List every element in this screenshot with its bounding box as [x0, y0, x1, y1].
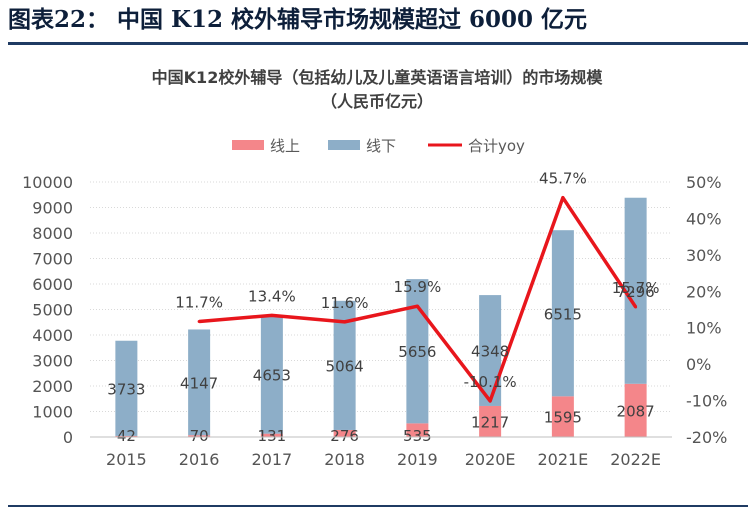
- y-left-tick-label: 7000: [32, 250, 73, 269]
- bar-online: [624, 383, 647, 437]
- bar-online: [551, 396, 574, 437]
- data-label-yoy: 45.7%: [539, 170, 587, 188]
- yoy-point: [343, 320, 347, 324]
- bar-offline: [551, 230, 574, 397]
- data-label-online: 2087: [617, 402, 655, 420]
- data-label-yoy: 11.6%: [321, 294, 369, 312]
- legend-label-yoy: 合计yoy: [468, 137, 525, 155]
- x-tick-label: 2015: [106, 450, 147, 469]
- figure-title: 图表22： 中国 K12 校外辅导市场规模超过 6000 亿元: [8, 6, 588, 33]
- legend-swatch-online: [232, 140, 264, 150]
- yoy-point: [634, 305, 638, 309]
- bar-offline: [479, 295, 502, 406]
- x-tick-label: 2017: [252, 450, 293, 469]
- y-left-tick-label: 4000: [32, 326, 73, 345]
- x-tick-label: 2018: [324, 450, 365, 469]
- y-left-tick-label: 10000: [22, 173, 73, 192]
- data-label-yoy: 15.7%: [612, 279, 660, 297]
- legend: 线上 线下 合计yoy: [232, 137, 525, 155]
- data-label-yoy: -10.1%: [464, 373, 517, 391]
- y-right-tick-label: 30%: [686, 246, 722, 265]
- yoy-point: [561, 196, 565, 200]
- data-label-online: 1217: [471, 413, 509, 431]
- data-label-online: 131: [258, 427, 287, 445]
- bar-online: [188, 435, 211, 437]
- x-tick-label: 2022E: [610, 450, 661, 469]
- data-label-yoy: 15.9%: [394, 278, 442, 296]
- yoy-point: [197, 320, 201, 324]
- data-label-offline: 5064: [326, 357, 364, 375]
- bar-online: [260, 433, 283, 437]
- y-left-tick-label: 1000: [32, 403, 73, 422]
- bar-online: [406, 423, 429, 437]
- data-label-online: 535: [403, 427, 432, 445]
- x-tick-label: 2016: [179, 450, 220, 469]
- data-label-yoy: 13.4%: [248, 287, 296, 305]
- bar-offline: [333, 300, 356, 430]
- y-right-tick-label: 50%: [686, 173, 722, 192]
- y-right-tick-label: 20%: [686, 282, 722, 301]
- data-label-offline: 5656: [398, 343, 436, 361]
- x-tick-label: 2021E: [537, 450, 588, 469]
- y-right-tick-label: 0%: [686, 355, 711, 374]
- bar-offline: [115, 340, 138, 436]
- y-left-tick-label: 6000: [32, 275, 73, 294]
- data-label-offline: 4147: [180, 374, 218, 392]
- bar-offline: [188, 329, 211, 436]
- y-left-tick-label: 5000: [32, 301, 73, 320]
- legend-label-online: 线上: [270, 137, 300, 155]
- chart-subtitle: （人民币亿元）: [320, 92, 433, 111]
- data-label-offline: 4653: [253, 366, 291, 384]
- legend-label-offline: 线下: [366, 137, 396, 155]
- y-left-tick-label: 3000: [32, 352, 73, 371]
- footer-rule: [8, 505, 748, 507]
- chart-title: 中国K12校外辅导（包括幼儿及儿童英语语言培训）的市场规模: [151, 68, 603, 87]
- y-left-tick-label: 0: [63, 428, 73, 447]
- y-right-tick-label: 40%: [686, 209, 722, 228]
- header-rule: [8, 42, 748, 45]
- bar-online: [115, 435, 138, 437]
- yoy-point: [270, 313, 274, 317]
- data-label-online: 42: [117, 427, 136, 445]
- data-label-online: 70: [190, 427, 209, 445]
- y-left-tick-label: 2000: [32, 377, 73, 396]
- data-label-online: 1595: [544, 409, 582, 427]
- yoy-point: [415, 304, 419, 308]
- bar-offline: [624, 197, 647, 384]
- yoy-point: [488, 399, 492, 403]
- x-tick-label: 2019: [397, 450, 438, 469]
- bar-offline: [260, 315, 283, 434]
- data-label-offline: 6515: [544, 305, 582, 323]
- y-right-tick-label: -10%: [686, 392, 727, 411]
- y-left-tick-label: 9000: [32, 199, 73, 218]
- bar-online: [479, 405, 502, 437]
- data-label-online: 276: [330, 427, 359, 445]
- bar-online: [333, 429, 356, 437]
- x-tick-label: 2020E: [465, 450, 516, 469]
- data-label-offline: 4348: [471, 343, 509, 361]
- legend-swatch-offline: [328, 140, 360, 150]
- data-label-yoy: 11.7%: [175, 294, 223, 312]
- y-right-tick-label: 10%: [686, 319, 722, 338]
- y-left-tick-label: 8000: [32, 224, 73, 243]
- data-label-offline: 3733: [107, 380, 145, 398]
- data-label-offline: 7296: [617, 283, 655, 301]
- y-right-tick-label: -20%: [686, 428, 727, 447]
